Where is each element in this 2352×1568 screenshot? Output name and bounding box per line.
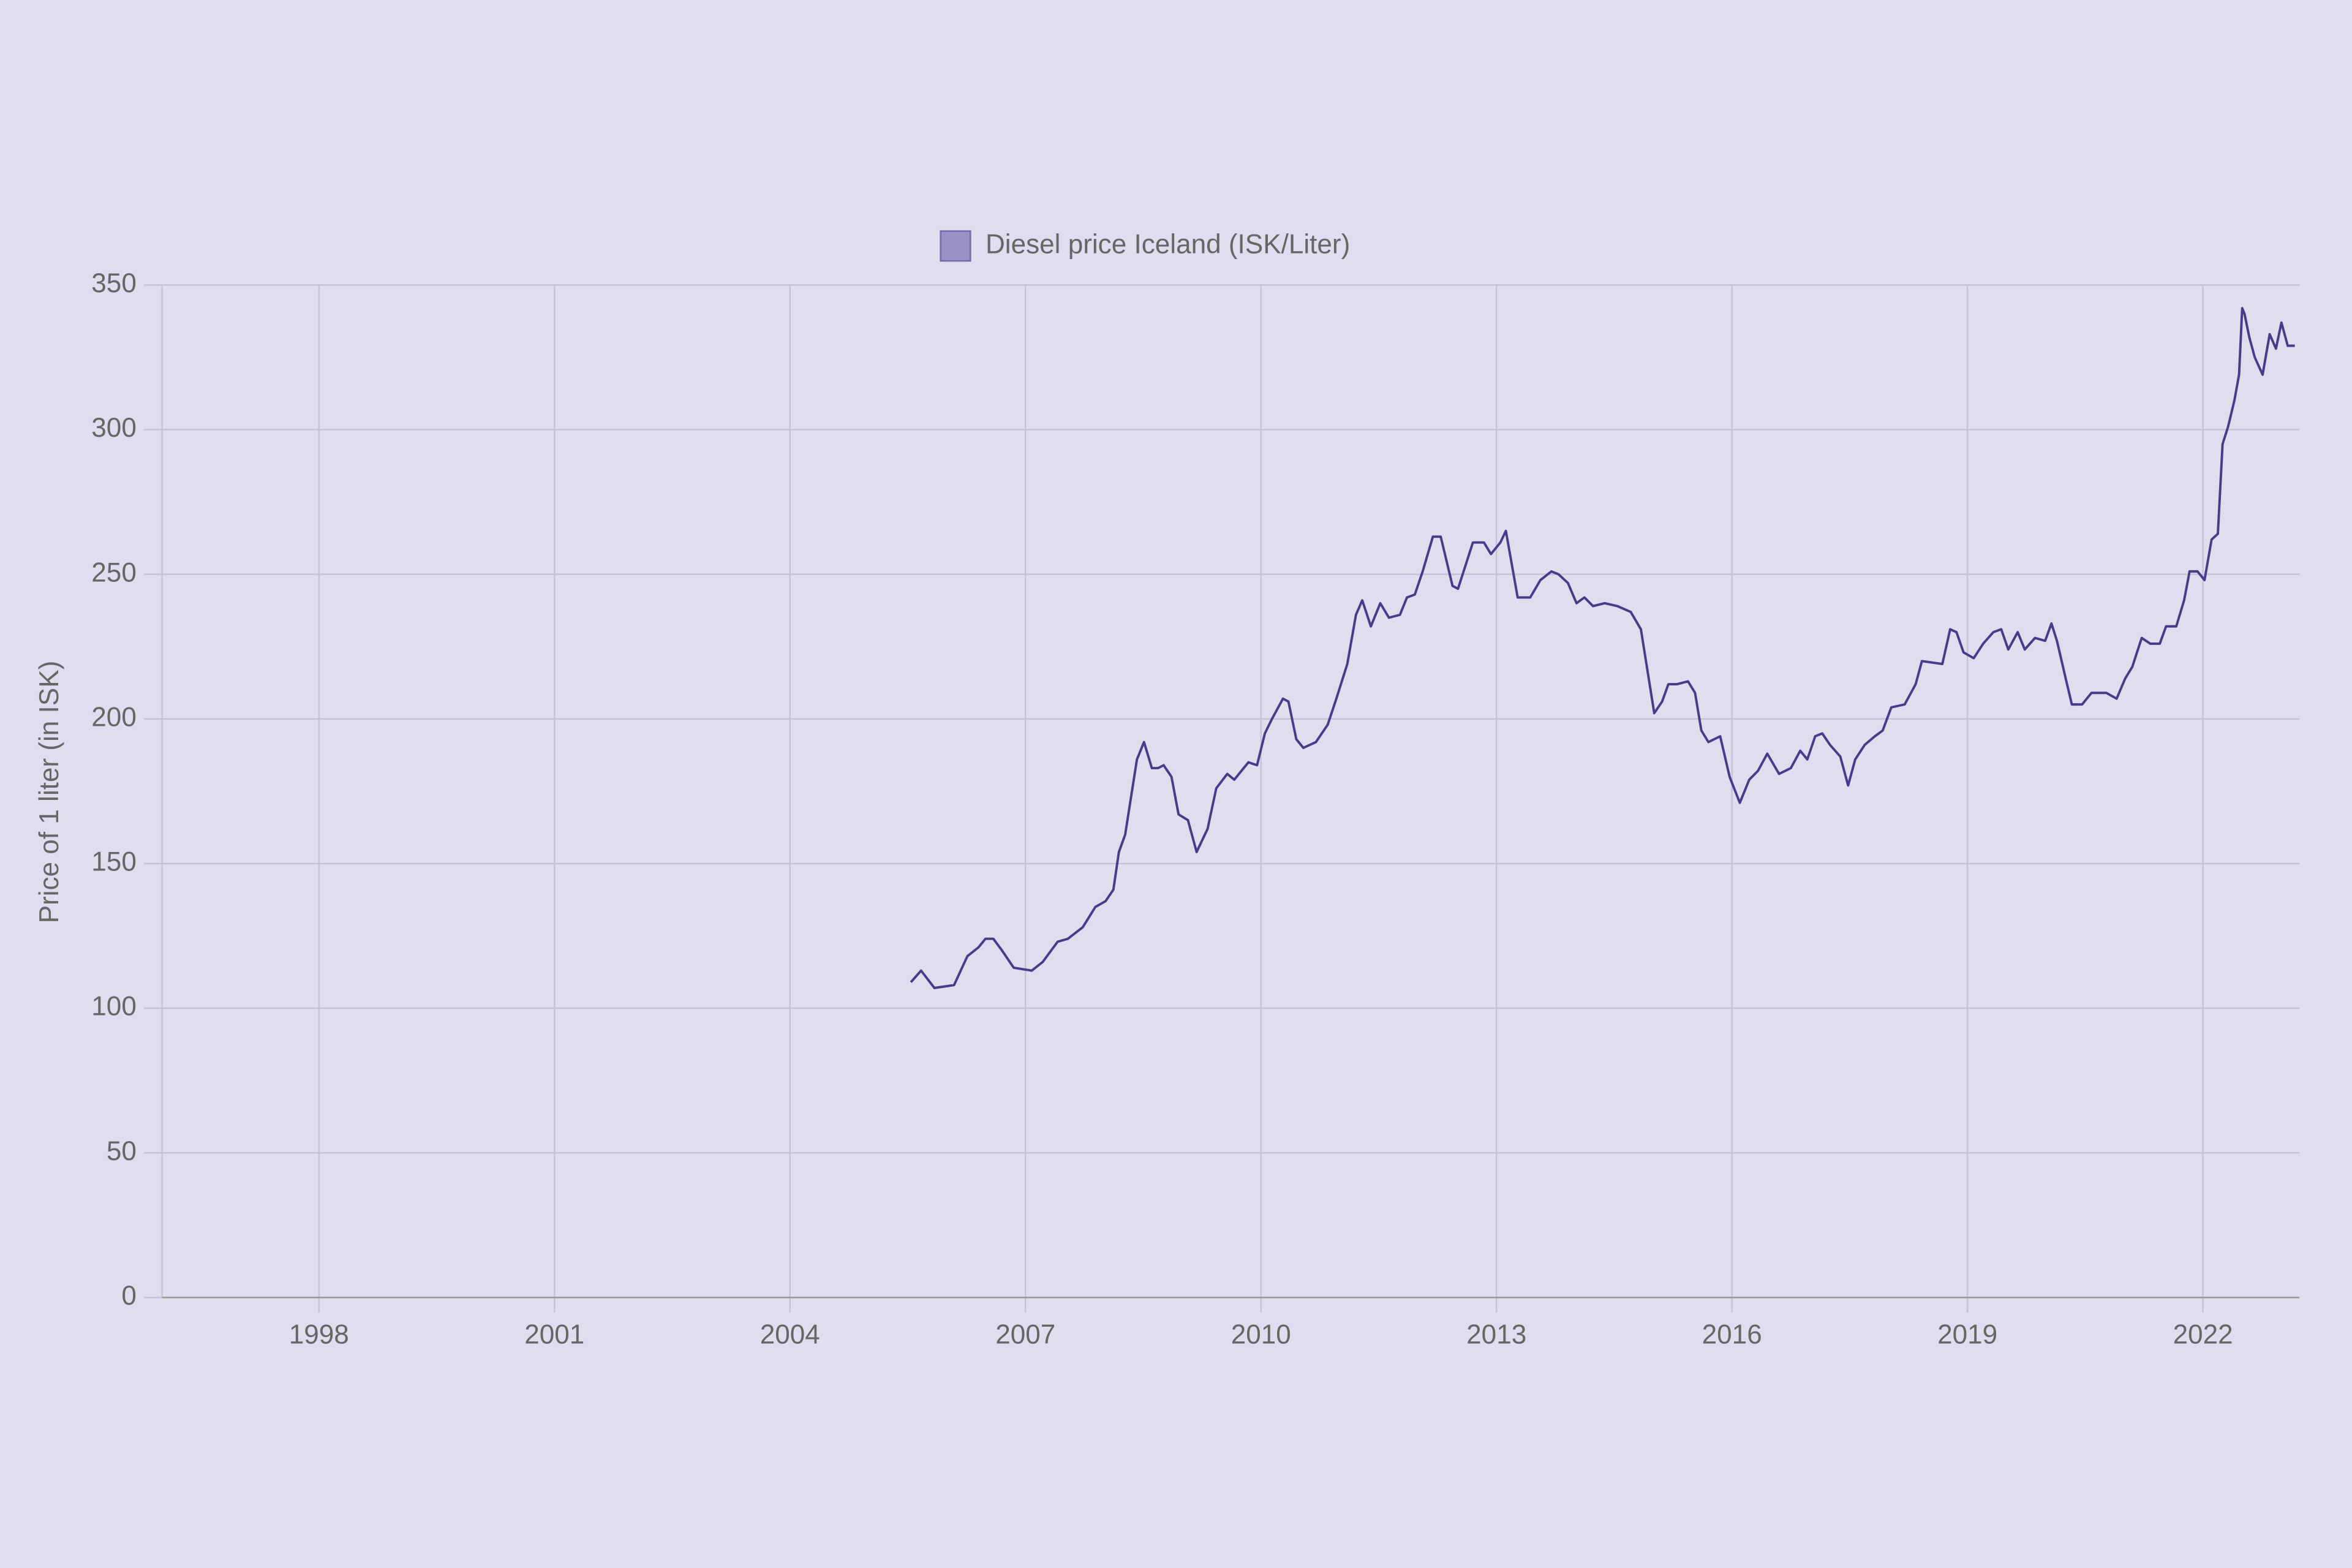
y-tick-label: 150 [91,847,137,877]
y-tick-label: 200 [91,702,137,732]
x-tick-label: 2007 [995,1320,1055,1350]
legend-label: Diesel price Iceland (ISK/Liter) [986,229,1350,259]
x-tick-label: 2016 [1702,1320,1762,1350]
y-tick-label: 300 [91,413,137,443]
x-tick-label: 2022 [2173,1320,2233,1350]
y-tick-label: 250 [91,557,137,587]
x-tick-label: 2001 [524,1320,584,1350]
x-tick-label: 2013 [1466,1320,1526,1350]
legend-swatch [940,230,971,262]
x-tick-label: 1998 [289,1320,349,1350]
x-tick-label: 2010 [1231,1320,1291,1350]
x-tick-label: 2019 [1937,1320,1997,1350]
y-tick-label: 350 [91,268,137,298]
y-axis-label: Price of 1 liter (in ISK) [34,661,64,924]
data-line [910,307,2295,989]
y-tick-label: 50 [107,1136,137,1166]
x-tick-label: 2004 [760,1320,820,1350]
y-tick-label: 100 [91,992,137,1022]
y-tick-label: 0 [121,1281,137,1311]
